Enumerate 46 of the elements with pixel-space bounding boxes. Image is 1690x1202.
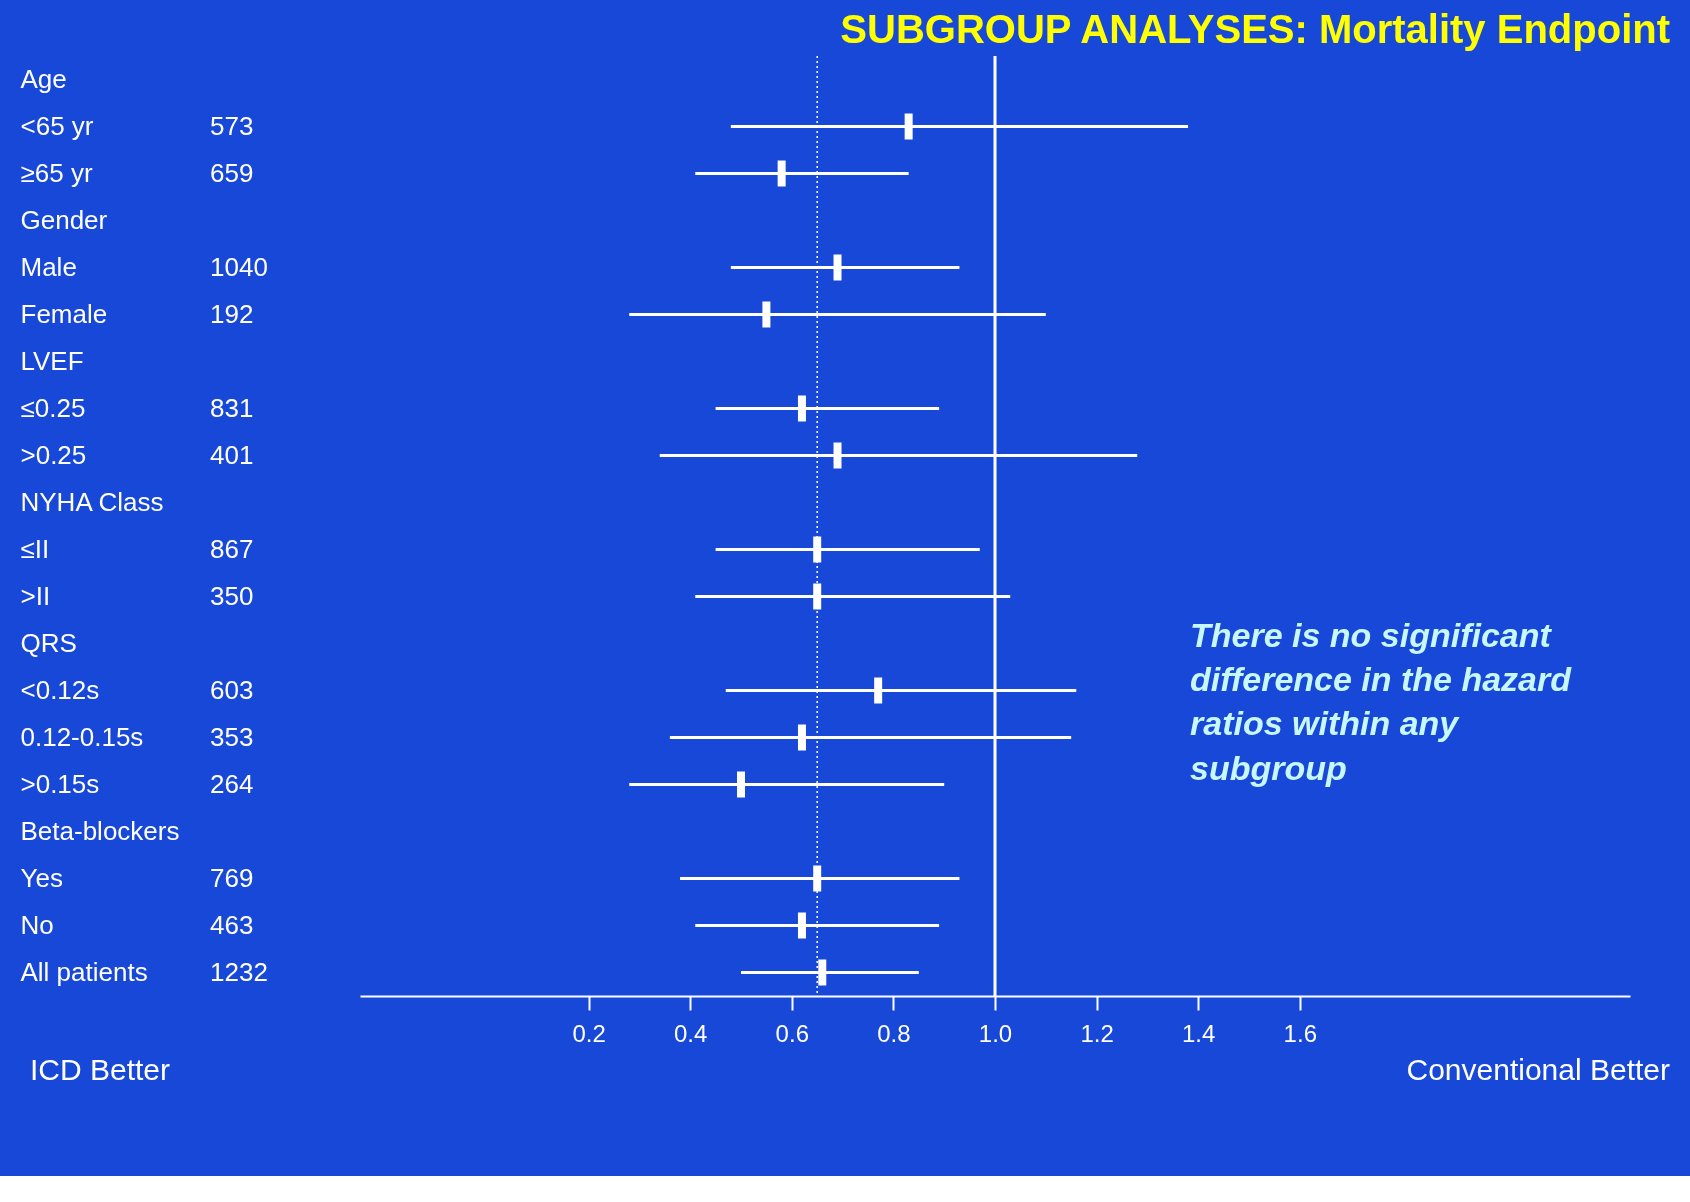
text: 1232 [210, 956, 268, 987]
text: 867 [210, 533, 254, 564]
y-tick-label: ≤0.25 [20, 392, 86, 423]
y-tick-label: Beta-blockers [20, 815, 180, 846]
text: 264 [210, 768, 254, 799]
x-tick-label: 0.6 [775, 1019, 809, 1047]
text: ICD Better [30, 1053, 171, 1086]
y-tick-label: Gender [20, 204, 108, 235]
text: 192 [210, 298, 254, 329]
y-tick-label: >II [20, 580, 51, 611]
text: 353 [210, 721, 254, 752]
text: 769 [210, 862, 254, 893]
x-tick-label: 1.0 [978, 1019, 1013, 1047]
y-tick-label: QRS [20, 627, 77, 658]
y-tick-label: Age [20, 63, 67, 94]
text: 401 [210, 439, 254, 470]
y-tick-label: <65 yr [20, 110, 94, 141]
y-tick-label: All patients [20, 956, 148, 987]
x-tick-label: 0.2 [572, 1019, 606, 1047]
text: 573 [210, 110, 254, 141]
y-tick-label: >0.25 [20, 439, 87, 470]
text: 463 [210, 909, 254, 940]
y-tick-label: 0.12-0.15s [20, 721, 144, 752]
y-tick-label: Yes [20, 862, 63, 893]
y-tick-label: NYHA Class [20, 486, 164, 517]
text: 350 [210, 580, 254, 611]
text: Conventional Better [1406, 1053, 1671, 1086]
y-tick-label: Female [20, 298, 108, 329]
x-tick-label: 1.4 [1182, 1019, 1216, 1047]
text: 603 [210, 674, 254, 705]
y-tick-label: Male [20, 251, 77, 282]
y-tick-label: ≤II [20, 533, 50, 564]
text: 659 [210, 157, 254, 188]
x-tick-label: 1.6 [1283, 1019, 1317, 1047]
y-tick-label: >0.15s [20, 768, 100, 799]
y-tick-label: No [20, 909, 54, 940]
text: 831 [210, 392, 254, 423]
y-tick-label: LVEF [20, 345, 84, 376]
text: 1040 [210, 251, 268, 282]
annotation: There is no significant difference in the hazard ratios within any subgroup [1190, 616, 1573, 787]
x-tick-label: 1.2 [1080, 1019, 1114, 1047]
y-tick-label: <0.12s [20, 674, 100, 705]
y-tick-label: ≥65 yr [20, 157, 93, 188]
chart-title: SUBGROUP ANALYSES: Mortality Endpoint [840, 6, 1670, 51]
x-tick-label: 0.4 [674, 1019, 708, 1047]
x-tick-label: 0.8 [877, 1019, 911, 1047]
